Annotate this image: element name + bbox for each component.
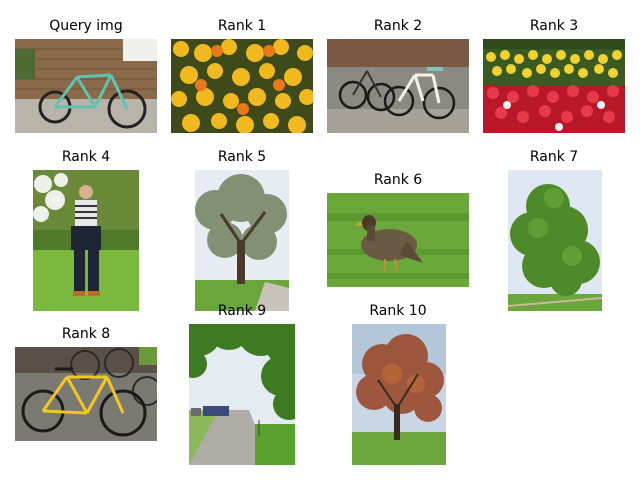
panel-title-rank-4: Rank 4	[61, 149, 111, 165]
rank-3-image-flower-bed	[483, 39, 625, 133]
panel-title-rank-7: Rank 7	[529, 149, 579, 165]
panel-title-rank-5: Rank 5	[217, 149, 267, 165]
panel-title-rank-6: Rank 6	[373, 172, 423, 188]
rank-4-image-person-in-garden	[33, 170, 139, 311]
rank-10-image-autumn-tree	[352, 324, 446, 465]
query-image-bicycle	[15, 39, 157, 133]
panel-title-rank-9: Rank 9	[217, 303, 267, 319]
panel-title-query: Query img	[49, 18, 123, 34]
rank-9-image-tree-lined-road	[189, 324, 295, 465]
panel-title-rank-10: Rank 10	[369, 303, 427, 319]
panel-title-rank-8: Rank 8	[61, 326, 111, 342]
rank-7-image-green-tree	[508, 170, 602, 311]
rank-1-image-marigolds	[171, 39, 313, 133]
rank-8-image-yellow-bicycle	[15, 347, 157, 441]
rank-2-image-parked-bicycles	[327, 39, 469, 133]
panel-title-rank-3: Rank 3	[529, 18, 579, 34]
panel-title-rank-2: Rank 2	[373, 18, 423, 34]
panel-title-rank-1: Rank 1	[217, 18, 267, 34]
rank-5-image-bare-tree	[195, 170, 289, 311]
rank-6-image-duck	[327, 193, 469, 287]
